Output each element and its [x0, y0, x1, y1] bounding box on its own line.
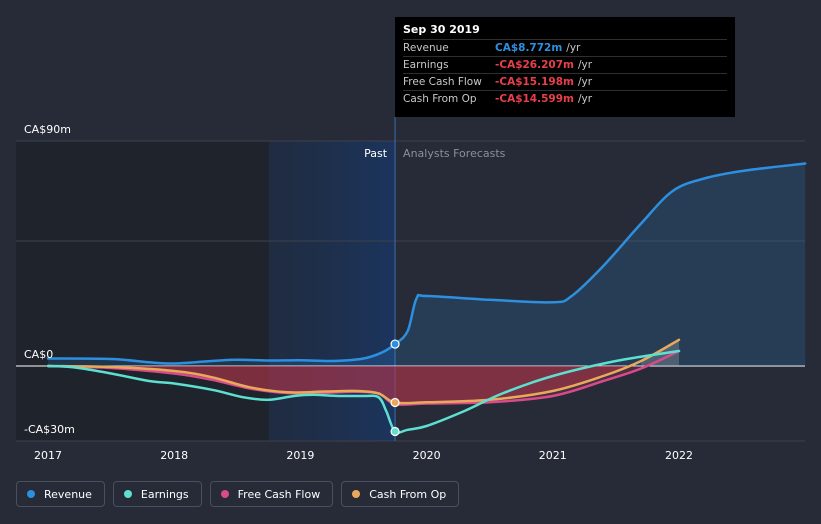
tooltip-row: Earnings -CA$26.207m/yr [403, 56, 727, 73]
tooltip-unit: /yr [577, 59, 593, 71]
revenue-area [48, 163, 806, 366]
tooltip-label: Cash From Op [403, 93, 477, 105]
tooltip-row: Cash From Op -CA$14.599m/yr [403, 90, 727, 107]
legend-item-cash-from-op[interactable]: Cash From Op [341, 481, 460, 507]
tooltip-unit: /yr [577, 93, 593, 105]
y-tick-label: -CA$30m [24, 423, 75, 436]
revenue-marker[interactable] [390, 339, 400, 349]
tooltip-value: CA$8.772m [495, 42, 563, 54]
data-tooltip: Sep 30 2019 Revenue CA$8.772m/yr Earnings -… [395, 17, 735, 117]
x-tick-label: 2018 [160, 449, 188, 462]
legend-item-revenue[interactable]: Revenue [16, 481, 105, 507]
earnings-marker[interactable] [390, 426, 400, 437]
legend-dot-icon [352, 490, 361, 498]
legend-label: Cash From Op [369, 487, 447, 501]
tooltip-row: Revenue CA$8.772m/yr [403, 39, 727, 56]
revenue-line [46, 162, 807, 365]
earnings-line [46, 349, 681, 434]
tooltip-date: Sep 30 2019 [403, 23, 480, 36]
tooltip-row: Free Cash Flow -CA$15.198m/yr [403, 73, 727, 90]
chart-legend: Revenue Earnings Free Cash Flow Cash From O… [16, 481, 460, 507]
x-tick-label: 2020 [413, 449, 441, 462]
tooltip-label: Revenue [403, 42, 449, 54]
tooltip-value: -CA$15.198m [495, 76, 574, 88]
tooltip-unit: /yr [577, 76, 593, 88]
legend-label: Revenue [44, 487, 92, 501]
x-tick-label: 2021 [539, 449, 567, 462]
y-tick-label: CA$90m [24, 123, 71, 136]
tooltip-label: Earnings [403, 59, 449, 71]
past-shade [16, 141, 269, 441]
x-tick-label: 2017 [34, 449, 62, 462]
x-tick-label: 2019 [286, 449, 314, 462]
tooltip-value: -CA$26.207m [495, 59, 574, 71]
tooltip-unit: /yr [566, 42, 581, 54]
tooltip-value: -CA$14.599m [495, 93, 574, 105]
legend-item-free-cash-flow[interactable]: Free Cash Flow [209, 481, 334, 507]
legend-dot-icon [27, 490, 35, 498]
x-tick-label: 2022 [665, 449, 693, 462]
legend-item-earnings[interactable]: Earnings [112, 481, 202, 507]
legend-label: Earnings [140, 487, 189, 501]
y-tick-label: CA$0 [24, 348, 53, 361]
cash-from-op-marker[interactable] [390, 397, 400, 408]
legend-label: Free Cash Flow [237, 487, 321, 501]
legend-dot-icon [123, 490, 132, 498]
forecast-label: Analysts Forecasts [403, 147, 506, 160]
legend-dot-icon [220, 490, 229, 498]
tooltip-label: Free Cash Flow [403, 76, 482, 88]
cash-from-op-line [46, 338, 681, 405]
past-label: Past [364, 147, 388, 160]
